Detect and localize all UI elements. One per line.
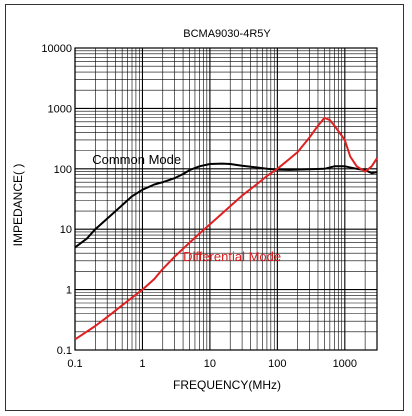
y-axis-label: IMPEDANCE( ) (11, 164, 25, 247)
series-lines (74, 116, 378, 341)
y-tick-label: 1 (66, 285, 72, 297)
x-tick-labels: 0.1 1 10 100 1000 (67, 358, 357, 370)
major-grid (74, 47, 377, 351)
x-tick-label: 100 (268, 358, 286, 370)
y-tick-label: 10 (60, 224, 72, 236)
x-tick-label: 1 (139, 358, 145, 370)
x-tick-label: 1000 (333, 358, 357, 370)
common-mode-line (74, 162, 378, 249)
chart-frame (5, 4, 404, 411)
common-mode-label: Common Mode (92, 152, 181, 167)
y-tick-label: 10000 (41, 43, 72, 55)
minor-grid (75, 48, 378, 350)
y-tick-label: 100 (54, 164, 72, 176)
x-tick-label: 10 (204, 358, 216, 370)
series-annotations: Common Mode Differential Mode (92, 152, 281, 264)
chart-title: BCMA9030-4R5Y (183, 28, 271, 40)
x-tick-label: 0.1 (67, 358, 82, 370)
plot-area-border (74, 47, 378, 351)
x-axis-label: FREQUENCY(MHz) (173, 378, 281, 392)
y-tick-label: 1000 (48, 103, 72, 115)
y-tick-labels: 0.1 1 10 100 1000 10000 (41, 43, 72, 357)
differential-mode-line (74, 116, 378, 341)
differential-mode-label: Differential Mode (183, 249, 281, 264)
y-tick-label: 0.1 (57, 345, 72, 357)
